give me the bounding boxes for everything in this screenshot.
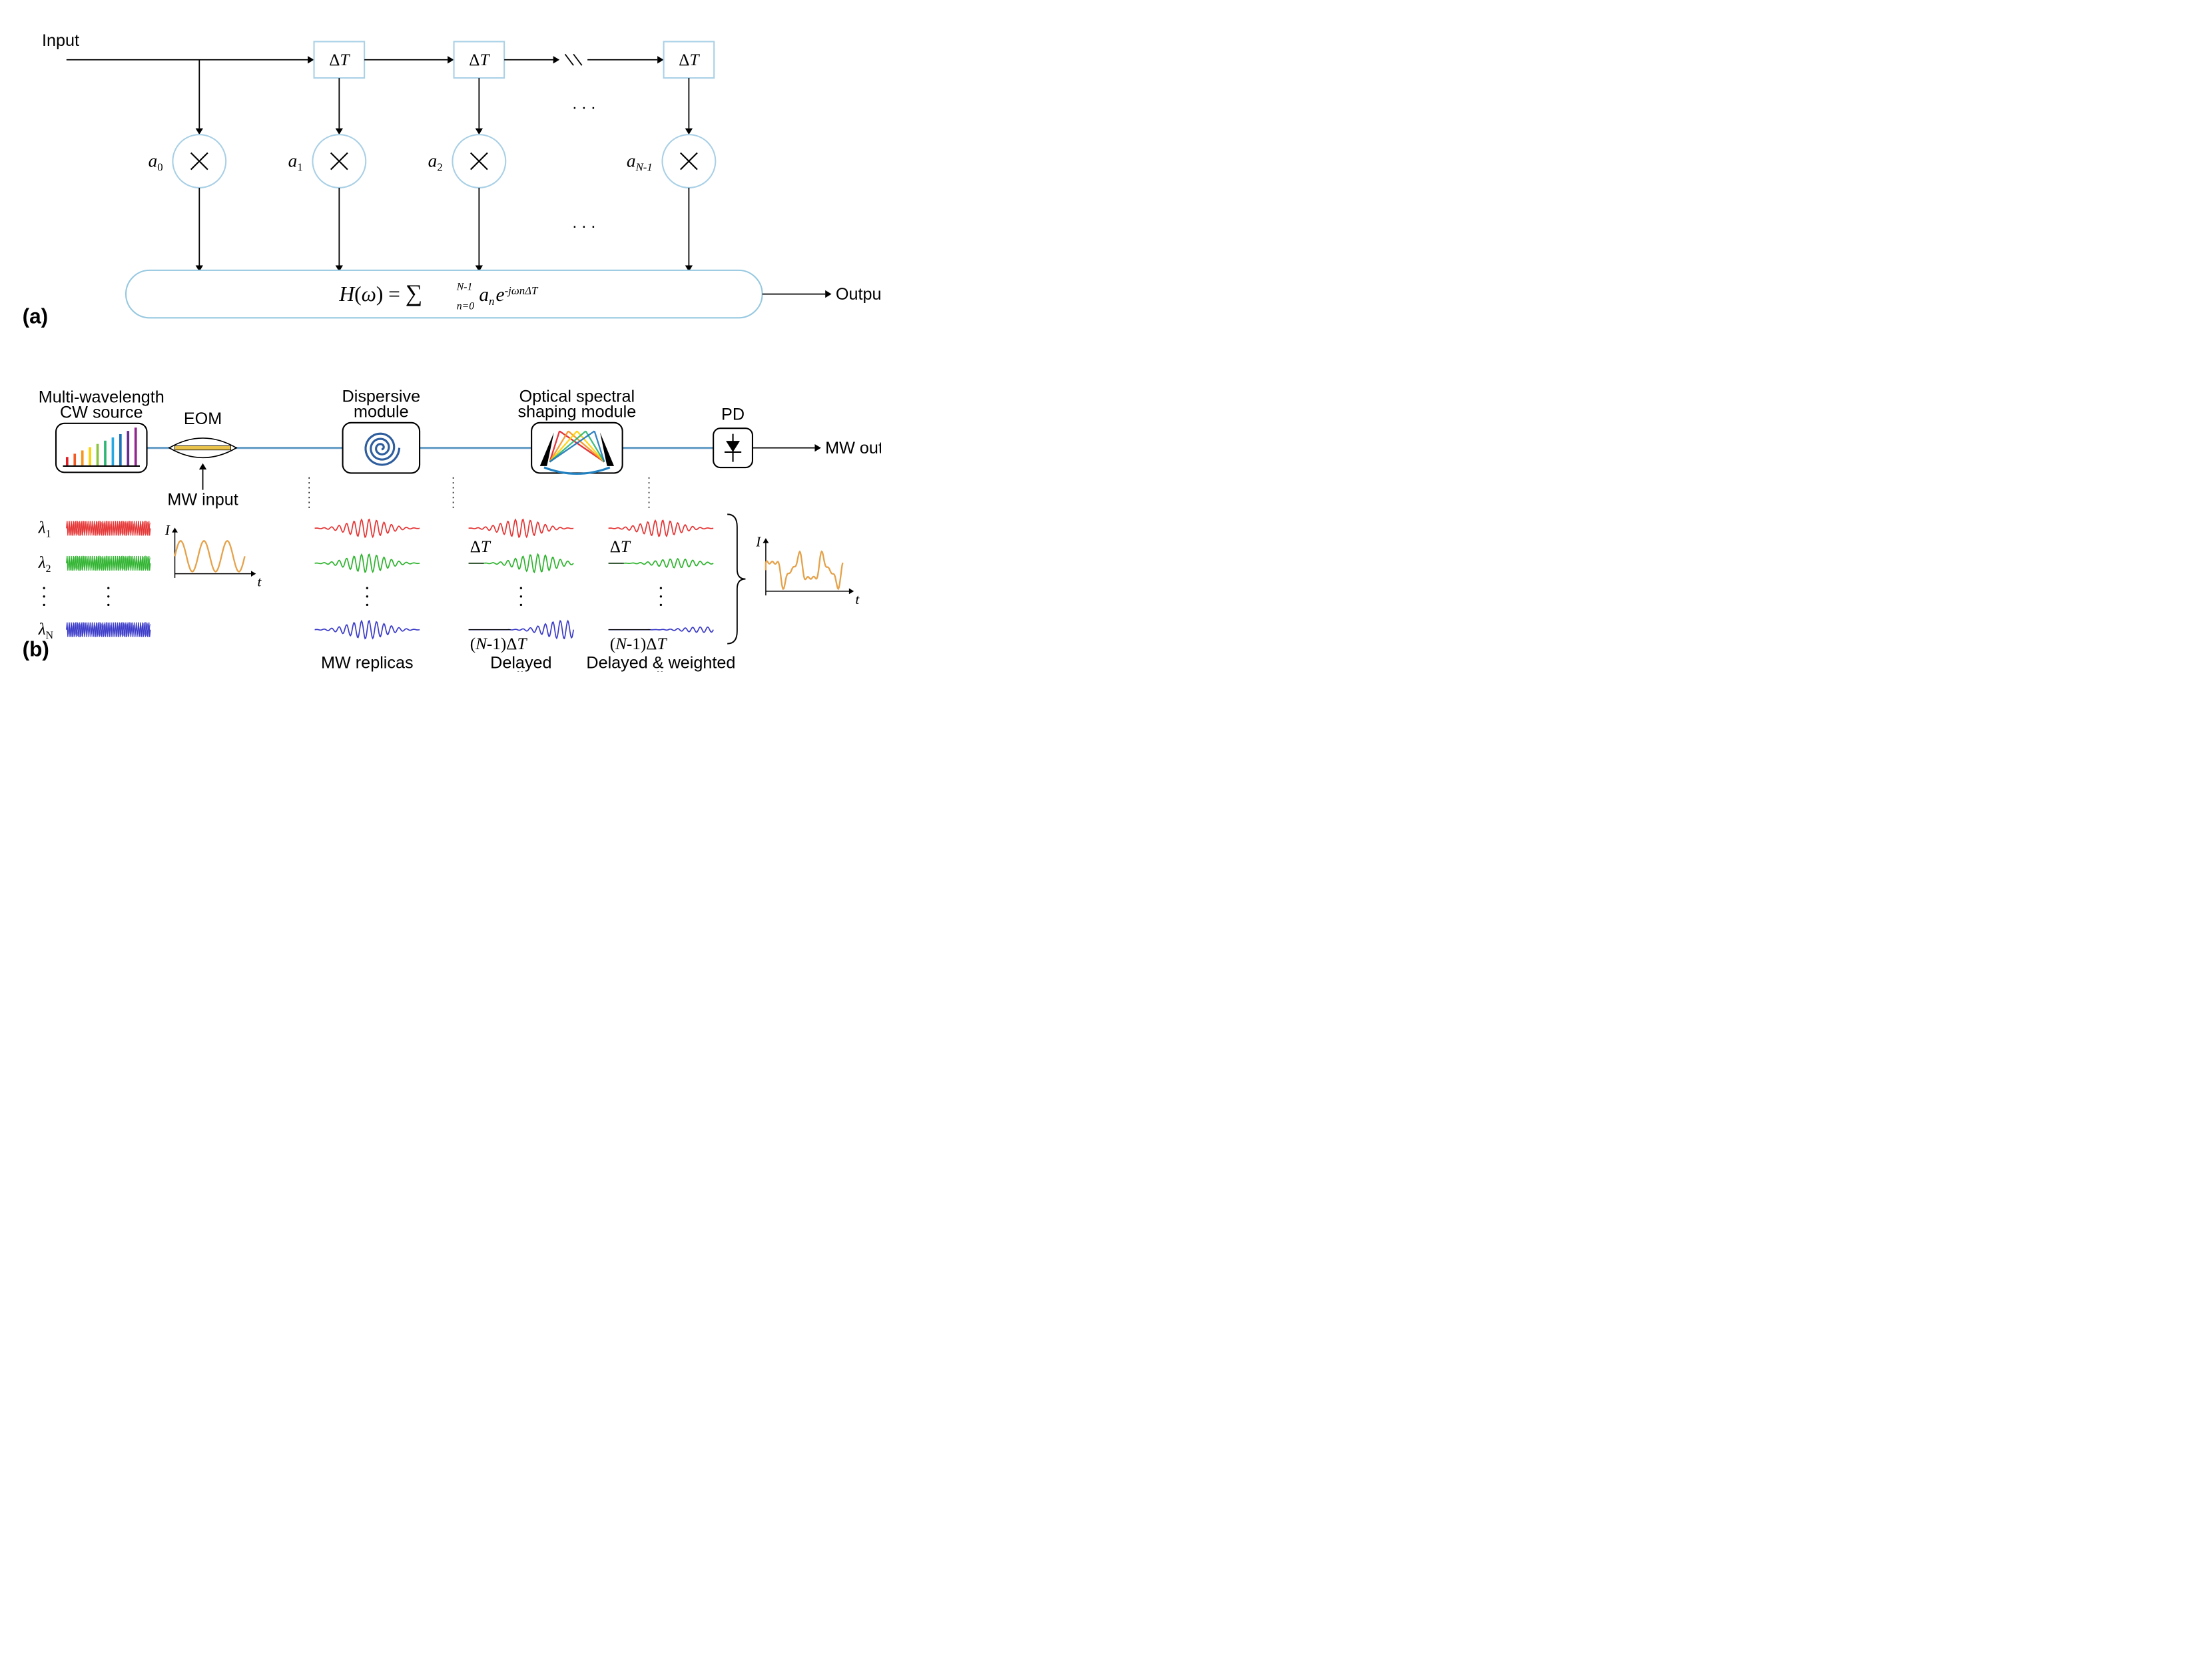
lambda-label: λN — [38, 621, 54, 641]
stage-caption: Delayedreplicas — [490, 653, 551, 672]
lambda-label: λ1 — [38, 519, 51, 540]
axis-I: I — [755, 534, 761, 550]
mw-output-wave — [766, 551, 843, 589]
stage-caption: Delayed & weightedreplicas — [586, 653, 735, 672]
axis-I: I — [164, 522, 170, 538]
tap-coeff: a1 — [288, 150, 303, 173]
axis-t: t — [855, 591, 860, 607]
shaping-label: Optical spectralshaping module — [517, 387, 636, 421]
delay-annot: (N-1)ΔT — [470, 635, 528, 653]
wave-packet — [315, 555, 420, 573]
tap-coeff: aN-1 — [627, 150, 653, 173]
wave-packet — [315, 621, 420, 639]
delay-label: ΔT — [469, 51, 490, 69]
delay-label: ΔT — [329, 51, 350, 69]
input-label: Input — [42, 31, 79, 50]
delay-label: ΔT — [679, 51, 700, 69]
wave-packet — [315, 519, 420, 537]
dispersive-label: Dispersivemodule — [342, 387, 421, 421]
pd-label: PD — [721, 406, 745, 424]
ellipsis-icon: . . . — [572, 213, 595, 232]
transfer-function-box — [126, 270, 763, 318]
tap-coeff: a2 — [428, 150, 443, 173]
subplot-label-a: (a) — [23, 304, 48, 328]
mw-output-label: MW output — [825, 439, 881, 457]
ellipsis-icon: . . . — [572, 94, 595, 113]
formula: H(ω) = ∑ — [338, 280, 422, 306]
lambda-label: λ2 — [38, 554, 51, 575]
wave-packet — [469, 519, 574, 537]
cw-source-label: Multi-wavelengthCW source — [39, 388, 164, 421]
tap-coeff: a0 — [149, 150, 163, 173]
wave-packet — [609, 559, 714, 568]
wave-packet — [469, 554, 574, 572]
mw-input-sine — [175, 541, 245, 571]
stage-caption: MW replicas — [321, 653, 414, 672]
panel-a: (a) Input ΔT ΔT ΔT a0 a1 a2 aN-1 . . . . . . H(ω) =… — [23, 31, 882, 328]
formula-bounds2: n=0 — [457, 301, 475, 312]
delay-annot: ΔT — [470, 538, 491, 556]
delay-annot: ΔT — [610, 538, 631, 556]
panel-b: (b)Multi-wavelengthCW sourceEOMMW inputD… — [23, 387, 882, 672]
axis-t: t — [257, 574, 262, 590]
output-label: Output — [836, 285, 881, 304]
delay-annot: (N-1)ΔT — [610, 635, 668, 653]
cw-source-box — [56, 423, 147, 473]
mw-input-label: MW input — [167, 491, 238, 509]
eom-label: EOM — [184, 410, 222, 428]
formula-bounds: N-1 — [456, 281, 473, 292]
brace-icon — [727, 514, 745, 643]
wave-packet — [609, 520, 714, 536]
